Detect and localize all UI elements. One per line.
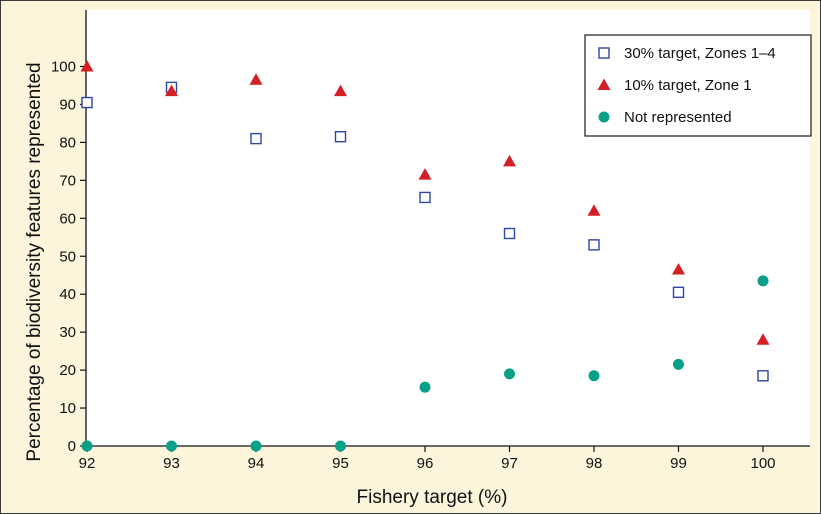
data-point	[588, 370, 600, 382]
legend-marker	[597, 78, 611, 90]
data-point	[503, 154, 516, 167]
x-tick-label: 92	[79, 455, 96, 472]
x-tick-label: 93	[163, 455, 180, 472]
x-axis-title: Fishery target (%)	[357, 487, 508, 508]
x-tick-label: 95	[332, 455, 349, 472]
data-point	[756, 333, 770, 345]
legend-label: Not represented	[624, 109, 732, 126]
x-tick-label: 100	[750, 455, 775, 472]
data-point	[673, 358, 684, 370]
data-point	[334, 131, 347, 143]
data-point	[588, 239, 600, 251]
series-2	[80, 60, 770, 345]
data-point	[81, 440, 93, 452]
data-point	[757, 370, 769, 382]
data-point	[249, 73, 263, 85]
series-3	[81, 275, 769, 452]
y-tick-label: 90	[59, 96, 76, 113]
x-tick-label: 98	[586, 455, 603, 472]
data-point	[250, 132, 262, 145]
y-tick-label: 20	[59, 362, 76, 379]
y-axis-title: Percentage of biodiversity features repr…	[24, 62, 45, 461]
data-point	[80, 60, 94, 72]
data-point	[165, 84, 178, 97]
legend-marker	[598, 111, 610, 123]
x-tick-label: 97	[501, 455, 518, 472]
data-point	[672, 286, 685, 299]
y-tick-label: 70	[59, 172, 76, 189]
x-tick-label: 94	[248, 455, 265, 472]
y-tick-label: 100	[51, 59, 76, 76]
data-point	[166, 440, 177, 452]
legend: 30% target, Zones 1–4 10% target, Zone 1 N…	[584, 34, 812, 137]
data-point	[757, 275, 769, 287]
data-point	[587, 204, 601, 216]
data-point	[503, 227, 516, 240]
legend-box	[584, 34, 812, 137]
data-point	[250, 440, 262, 452]
data-point	[418, 168, 432, 180]
y-tick-label: 40	[59, 286, 76, 303]
data-point	[419, 191, 431, 204]
axes: 0 10 20 30 40 50 60 70 80 90 100 92 93 94 95 96 97 98 99 10…	[51, 10, 810, 472]
legend-label: 10% target, Zone 1	[624, 77, 752, 94]
data-point	[334, 84, 347, 97]
y-tick-label: 0	[68, 438, 76, 455]
data-point	[335, 440, 346, 452]
y-tick-label: 10	[59, 400, 76, 417]
y-tick-label: 30	[59, 324, 76, 341]
legend-label: 30% target, Zones 1–4	[624, 45, 776, 62]
data-point	[419, 381, 431, 393]
y-tick-label: 60	[59, 210, 76, 227]
data-point	[81, 96, 93, 109]
x-tick-label: 96	[417, 455, 434, 472]
data-point	[504, 368, 515, 380]
y-tick-label: 50	[59, 248, 76, 265]
data-points	[80, 60, 770, 452]
legend-marker	[598, 47, 610, 59]
y-tick-label: 80	[59, 134, 76, 151]
x-tick-label: 99	[670, 455, 687, 472]
data-point	[672, 263, 685, 275]
